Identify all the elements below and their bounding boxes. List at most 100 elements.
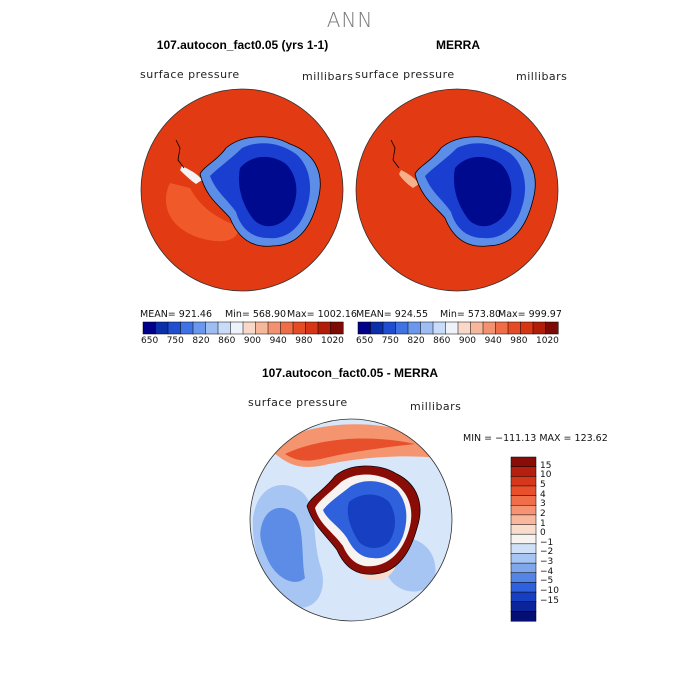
panel1-south-america-coast	[175, 139, 185, 169]
colorbar-tick-label: 940	[484, 336, 502, 346]
diff-colorbar-swatch	[510, 514, 537, 526]
diff-colorbar-tick-label: −5	[540, 576, 554, 587]
colorbar-swatch	[382, 321, 397, 335]
diff-colorbar-swatch	[510, 591, 537, 603]
colorbar-swatch	[167, 321, 182, 335]
diff-antarctic-core	[347, 494, 395, 548]
diff-colorbar-swatch	[510, 582, 537, 593]
panel1-units-label: millibars	[302, 70, 354, 83]
panel1-polar-map	[140, 88, 344, 292]
diff-colorbar-swatch	[510, 476, 537, 487]
diff-polar-map	[249, 418, 453, 622]
panel1-variable-label: surface pressure	[140, 68, 240, 81]
diff-units-label: millibars	[410, 400, 462, 413]
panel1-colorbar-ticks: 650 750 820 860 900 940 980 1020	[141, 336, 344, 348]
colorbar-swatch	[432, 321, 447, 335]
panel1-title: 107.autocon_fact0.05 (yrs 1-1)	[156, 38, 329, 52]
diff-colorbar-swatch	[510, 485, 537, 497]
colorbar-tick-label: 820	[407, 336, 425, 346]
colorbar-tick-label: 1020	[536, 336, 559, 346]
diff-colorbar-swatch	[510, 466, 537, 477]
panel2-max: Max= 999.97	[498, 309, 562, 320]
panel2-polar-map	[355, 88, 559, 292]
panel1-colorbar	[142, 321, 344, 335]
panel2-colorbar-ticks: 650 750 820 860 900 940 980 1020	[356, 336, 559, 348]
diff-colorbar-swatch	[510, 495, 537, 506]
colorbar-swatch	[192, 321, 207, 335]
panel2-peninsula	[399, 170, 419, 188]
panel2-variable-label: surface pressure	[355, 68, 455, 81]
diff-colorbar-swatch	[510, 562, 537, 574]
diff-colorbar	[510, 456, 537, 622]
diff-colorbar-tick-label: 0	[540, 528, 546, 539]
diff-colorbar-tick-label: −10	[540, 586, 559, 597]
diff-colorbar-tick-label: −4	[540, 566, 554, 577]
diff-negative-west-core	[260, 507, 305, 582]
colorbar-tick-label: 980	[295, 336, 313, 346]
panel2-south-america-coast	[390, 139, 400, 169]
colorbar-swatch	[445, 321, 459, 335]
diff-colorbar-tick-label: 4	[540, 489, 546, 500]
diff-colorbar-tick-label: 5	[540, 479, 546, 490]
colorbar-swatch	[370, 321, 384, 335]
diff-colorbar-ticks: 15 10 5 4 3 2 1 0 −1 −2 −3 −4 −5 −10 −15	[540, 457, 580, 621]
diff-colorbar-tick-label: 1	[540, 518, 546, 529]
colorbar-swatch	[357, 321, 372, 335]
panel1-max: Max= 1002.16	[287, 309, 357, 320]
diff-colorbar-tick-label: 3	[540, 499, 546, 510]
colorbar-swatch	[217, 321, 232, 335]
panel2-coastline	[414, 136, 536, 247]
diff-colorbar-tick-label: 15	[540, 460, 552, 471]
panel2-colorbar	[357, 321, 559, 335]
colorbar-swatch	[495, 321, 509, 335]
panel1-mean: MEAN= 921.46	[140, 309, 213, 320]
colorbar-swatch	[395, 321, 409, 335]
diff-colorbar-tick-label: 2	[540, 508, 546, 519]
colorbar-swatch	[142, 321, 157, 335]
diff-colorbar-swatch	[510, 572, 537, 583]
diff-colorbar-swatch	[510, 456, 537, 468]
colorbar-swatch	[482, 321, 497, 335]
colorbar-tick-label: 860	[433, 336, 451, 346]
colorbar-swatch	[230, 321, 244, 335]
colorbar-swatch	[255, 321, 269, 335]
diff-colorbar-swatch	[510, 543, 537, 555]
panel1-coastline	[199, 136, 321, 247]
diff-colorbar-tick-label: −3	[540, 557, 554, 568]
colorbar-swatch	[180, 321, 194, 335]
colorbar-swatch	[545, 321, 559, 335]
diff-colorbar-swatch	[510, 601, 537, 612]
diff-colorbar-swatch	[510, 553, 537, 564]
colorbar-tick-label: 980	[510, 336, 528, 346]
colorbar-swatch	[242, 321, 257, 335]
panel1-antarctica-core	[238, 156, 297, 227]
diff-colorbar-swatch	[510, 533, 537, 545]
colorbar-swatch	[280, 321, 294, 335]
diff-colorbar-swatch	[510, 504, 537, 516]
diff-colorbar-tick-label: 10	[540, 470, 552, 481]
panel2-units-label: millibars	[516, 70, 568, 83]
colorbar-swatch	[420, 321, 434, 335]
panel1-peninsula	[180, 166, 202, 184]
colorbar-tick-label: 650	[141, 336, 159, 346]
colorbar-tick-label: 1020	[321, 336, 344, 346]
colorbar-swatch	[507, 321, 522, 335]
colorbar-swatch	[520, 321, 534, 335]
diff-colorbar-tick-label: −2	[540, 547, 554, 558]
colorbar-swatch	[317, 321, 332, 335]
colorbar-tick-label: 750	[381, 336, 399, 346]
panel2-antarctica-core	[453, 156, 512, 227]
colorbar-swatch	[305, 321, 319, 335]
diff-title: 107.autocon_fact0.05 - MERRA	[261, 366, 439, 380]
colorbar-tick-label: 650	[356, 336, 374, 346]
colorbar-tick-label: 900	[243, 336, 262, 346]
panel2-mean: MEAN= 924.55	[356, 309, 429, 320]
colorbar-tick-label: 820	[192, 336, 210, 346]
colorbar-swatch	[155, 321, 169, 335]
panel1-min: Min= 568.90	[225, 309, 287, 320]
diff-colorbar-swatch	[510, 524, 537, 535]
colorbar-swatch	[292, 321, 307, 335]
diff-colorbar-tick-label: −15	[540, 595, 559, 606]
colorbar-tick-label: 940	[269, 336, 287, 346]
colorbar-tick-label: 900	[458, 336, 477, 346]
